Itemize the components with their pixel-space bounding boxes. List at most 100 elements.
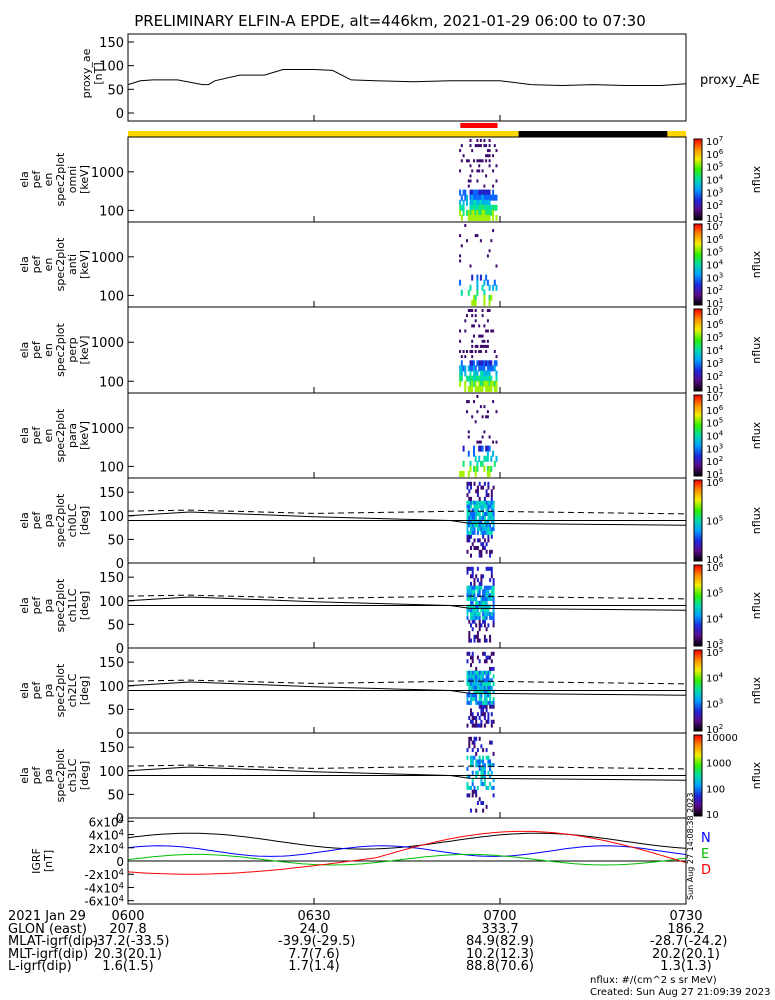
- spec-cell: [476, 519, 479, 524]
- spec-cell: [485, 214, 488, 221]
- spec-cell: [485, 615, 488, 620]
- ylabel-line: ela: [18, 256, 31, 273]
- spec-cell: [470, 604, 472, 609]
- spec-cell: [488, 249, 491, 253]
- spec-cell: [476, 489, 479, 494]
- spec-cell: [485, 204, 488, 211]
- colorbar-tick-label: 106: [706, 561, 724, 574]
- spec-cell: [468, 619, 471, 624]
- anti-loss-cone-line: [127, 509, 687, 515]
- spec-cell: [471, 655, 474, 660]
- spec-cell: [483, 767, 486, 771]
- spec-cell: [464, 319, 467, 323]
- spec-cell: [459, 350, 462, 353]
- ytick-label: 50: [107, 533, 124, 548]
- spec-cell: [478, 496, 481, 501]
- spec-cell: [486, 455, 489, 462]
- spec-cell: [487, 485, 490, 490]
- spec-cell: [476, 634, 479, 639]
- spec-cell: [485, 693, 488, 698]
- spec-cell: [487, 770, 490, 775]
- spec-cell: [492, 365, 495, 372]
- spec-cell: [480, 500, 483, 505]
- spec-cell: [486, 214, 489, 221]
- spectrogram-ela_pef_pa_spec2plot_ch1LC: [466, 566, 495, 643]
- spec-cell: [467, 289, 470, 296]
- spec-cell: [460, 375, 463, 382]
- ylabel-line: ela: [18, 767, 31, 784]
- spec-cell: [470, 700, 472, 705]
- spec-cell: [485, 500, 488, 505]
- ytick-label: 4x104: [89, 828, 124, 843]
- footer-cell: -28.7(-24.2): [650, 934, 728, 949]
- spec-cell: [482, 748, 485, 753]
- spec-cell: [481, 370, 484, 377]
- spec-cell: [476, 678, 479, 683]
- ylabel-line: ela: [18, 682, 31, 699]
- ylabel-line: [nT]: [92, 62, 105, 84]
- spec-cell: [473, 615, 476, 620]
- spec-cell: [475, 597, 478, 601]
- spec-cell: [492, 589, 495, 594]
- spec-cell: [493, 204, 496, 211]
- ylabel-ela_pef_en_spec2plot_perp: ela pef en spec2plot perp [keV]: [18, 323, 91, 377]
- ylabel-line: en: [42, 173, 55, 187]
- spec-cell: [482, 530, 485, 535]
- spec-cell: [486, 365, 489, 372]
- spec-cell: [466, 400, 468, 404]
- colorbar-tick-label: 103: [706, 697, 723, 710]
- spec-cell: [476, 385, 479, 392]
- spec-cell: [478, 682, 481, 686]
- spec-cell: [474, 375, 477, 382]
- spec-cell: [459, 204, 462, 211]
- spec-cell: [480, 530, 483, 535]
- ylabel-line: [deg]: [78, 676, 91, 705]
- spec-cell: [470, 515, 472, 520]
- spec-cell: [473, 755, 476, 760]
- spec-cell: [473, 400, 475, 404]
- colorbar-tick-label: 104: [706, 259, 724, 272]
- spec-cell: [486, 254, 489, 258]
- spec-cell: [460, 194, 463, 201]
- spec-cell: [481, 194, 484, 201]
- spec-cell: [469, 360, 472, 367]
- spec-cell: [470, 581, 472, 586]
- spec-cell: [468, 736, 471, 741]
- spec-cell: [476, 670, 479, 675]
- spec-cell: [476, 530, 479, 535]
- ylabel-proxy_ae: proxy_ae [nT]: [80, 48, 105, 98]
- spec-cell: [485, 542, 488, 547]
- spec-cell: [459, 380, 462, 387]
- spec-cell: [476, 189, 479, 196]
- spec-cell: [467, 365, 470, 372]
- spec-cell: [487, 493, 490, 498]
- spec-cell: [492, 666, 495, 671]
- ytick-label: 0: [116, 642, 124, 657]
- spec-cell: [482, 708, 485, 713]
- spec-cell: [462, 470, 465, 477]
- spec-cell: [471, 789, 474, 794]
- spec-cell: [471, 385, 474, 392]
- spec-cell: [481, 339, 484, 343]
- spec-cell: [481, 360, 484, 367]
- spec-cell: [466, 651, 469, 656]
- series-igrf-d: [127, 830, 687, 875]
- spec-cell: [476, 801, 479, 805]
- spec-cell: [487, 755, 490, 760]
- spec-cell: [473, 500, 476, 505]
- spec-cell: [476, 512, 479, 516]
- spec-cell: [485, 380, 488, 387]
- spec-cell: [486, 410, 489, 414]
- spec-cell: [478, 716, 481, 720]
- spec-cell: [475, 723, 478, 728]
- colorbar-tick-label: 104: [706, 430, 724, 443]
- series-igrf-n: [127, 845, 687, 857]
- spec-cell: [481, 375, 484, 382]
- spec-cell: [480, 693, 483, 698]
- spec-cell: [471, 309, 474, 312]
- spec-cell: [460, 159, 463, 163]
- spec-cell: [486, 344, 489, 348]
- spec-cell: [466, 523, 469, 528]
- spec-cell: [489, 634, 492, 639]
- spec-cell: [466, 512, 469, 516]
